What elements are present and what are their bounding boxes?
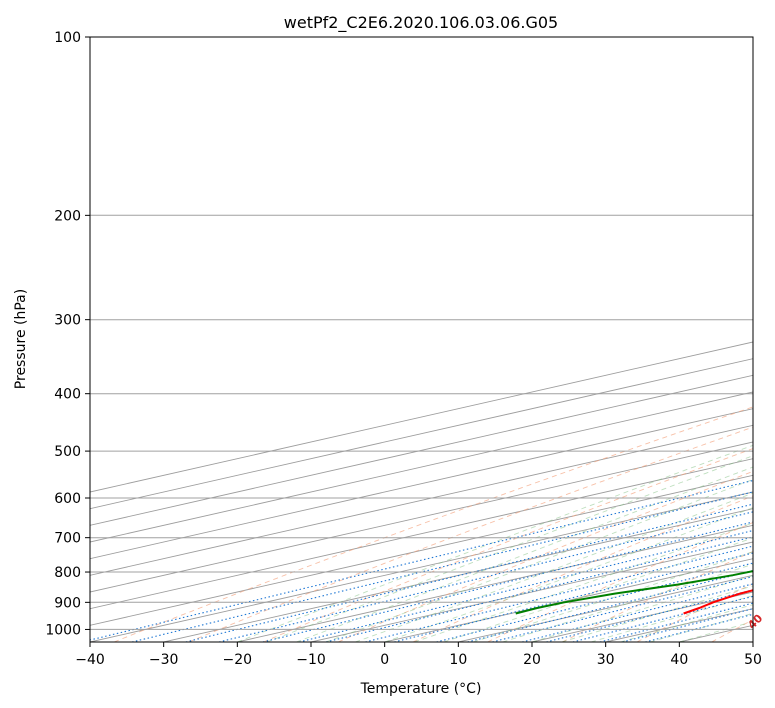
y-axis-ticks: 1000 900 800 700 600 500 400 300 200 100 [45,30,90,638]
isotherm-line [531,591,753,642]
mixing-ratio-line [90,479,753,641]
y-tick-label: 1000 [45,622,81,638]
y-tick-label: 700 [54,531,81,547]
isotherm-line [605,608,753,642]
background-lines [90,341,753,642]
moist-adiabat-line [679,621,753,642]
isotherm-line [90,491,753,642]
isopleth-labels: 0.10.20.40.611.52346810131620253036-100-… [745,611,765,631]
y-tick-label: 500 [54,444,81,460]
chart-title: wetPf2_C2E6.2020.106.03.06.G05 [284,13,558,33]
y-axis-label: Pressure (hPa) [13,289,29,389]
y-tick-label: 100 [54,30,81,46]
y-tick-label: 600 [54,491,81,507]
grid [90,36,753,630]
x-tick-label: 20 [523,652,541,668]
mixing-ratio-line [572,595,753,642]
series-group [515,570,753,615]
x-tick-label: −20 [223,652,253,668]
moist-adiabat-line [325,478,753,642]
mixing-ratio-line [467,569,753,642]
isotherm-line [90,374,753,526]
x-axis-ticks: −40 −30 −20 −10 0 10 20 30 40 50 [75,642,762,668]
x-tick-label: −10 [296,652,326,668]
isotherm-line [90,424,753,576]
x-tick-label: 10 [449,652,467,668]
isotherm-line [90,474,753,626]
dry-adiabat-line [412,495,753,642]
x-tick-label: 0 [380,652,389,668]
x-axis-label: Temperature (°C) [360,681,482,697]
temperature-profile-line [683,589,753,615]
isotherm-line [90,341,753,493]
mixing-ratio-line [492,575,753,642]
isotherm-line [90,408,753,560]
mixing-ratio-line [325,536,753,642]
moist-adiabat-line [472,551,753,642]
y-tick-label: 200 [54,208,81,224]
moist-adiabat-line [296,466,753,642]
mixing-ratio-line [262,521,753,642]
isotherm-line [163,508,753,642]
isotherm-line [90,458,753,610]
moist-adiabat-line [384,507,753,642]
y-tick-label: 300 [54,313,81,329]
moist-adiabat-line [531,575,753,642]
x-tick-label: 30 [597,652,615,668]
dry-adiabat-line [338,470,753,642]
mixing-ratio-line [436,562,753,642]
dry-adiabat-line [263,448,753,642]
isotherm-line [90,441,753,593]
mixing-ratio-line [299,529,753,642]
mixing-ratio-line [131,491,753,642]
isotherm-line [310,541,753,642]
dry-adiabat-line [636,583,753,642]
y-tick-label: 800 [54,565,81,581]
x-tick-label: −40 [75,652,105,668]
mixing-ratio-line [394,552,753,642]
dewpoint-profile-line [515,570,753,615]
isotherm-line [384,558,753,642]
isotherm-line [679,624,753,642]
moist-adiabat-line [590,595,753,642]
plot-frame [89,36,754,643]
isotherm-line [237,524,753,642]
x-tick-label: 40 [670,652,688,668]
dry-adiabat-line [487,521,753,642]
y-tick-label: 900 [54,595,81,611]
moist-adiabat-line [443,537,753,642]
moist-adiabat-line [413,522,753,642]
x-tick-label: 50 [744,652,762,668]
dry-adiabat-line [188,426,753,642]
isotherm-line [90,391,753,543]
isotherm-line [752,641,753,642]
x-tick-label: −30 [149,652,179,668]
isotherm-line [90,358,753,510]
y-tick-label: 400 [54,387,81,403]
mixing-ratio-line [365,545,753,642]
mixing-ratio-line [622,608,753,642]
moist-adiabat-line [620,604,753,642]
dry-adiabat-line [711,619,753,642]
dry-adiabat-line [113,406,753,642]
moist-adiabat-line [266,455,753,642]
mixing-ratio-line [521,583,753,642]
